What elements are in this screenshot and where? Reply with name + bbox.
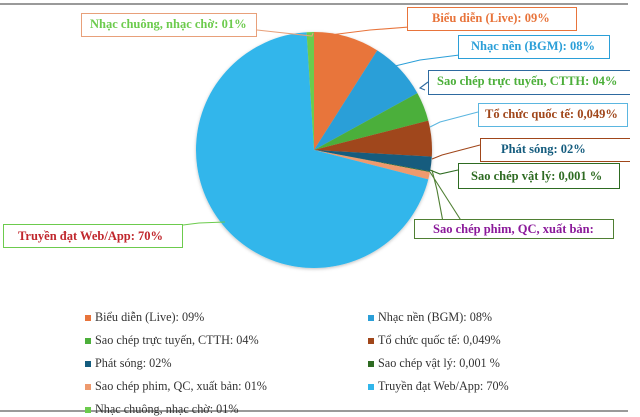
legend-item-intl: Tổ chức quốc tế: 0,049% (368, 333, 501, 348)
callout-web: Truyền đạt Web/App: 70% (3, 224, 183, 248)
legend-item-ringtone: Nhạc chuông, nhạc chờ: 01% (85, 402, 239, 417)
callout-physical: Sao chép vật lý: 0,001 % (458, 163, 620, 189)
pie-slice (314, 150, 430, 180)
pie-slice (314, 50, 418, 150)
legend-item-online: Sao chép trực tuyến, CTTH: 04% (85, 333, 259, 348)
pie-slice (314, 32, 378, 150)
callout-online: Sao chép trực tuyến, CTTH: 04% (428, 70, 630, 95)
legend-swatch (85, 383, 91, 390)
callout-ringtone: Nhạc chuông, nhạc chờ: 01% (81, 13, 257, 37)
pie-slice (196, 32, 429, 268)
pie-chart (196, 32, 432, 268)
callout-broadcast: Phát sóng: 02% (480, 138, 630, 162)
legend-swatch (368, 383, 374, 390)
pie-slice (314, 93, 429, 150)
legend-item-bgm: Nhạc nền (BGM): 08% (368, 310, 492, 325)
legend-swatch (368, 314, 374, 321)
legend-item-web: Truyền đạt Web/App: 70% (368, 379, 509, 394)
pie-slice (306, 32, 314, 150)
top-rule (0, 3, 628, 5)
pie-slice (314, 150, 432, 172)
callout-live: Biểu diễn (Live): 09% (407, 7, 577, 31)
callout-film: Sao chép phim, QC, xuất bản: (414, 219, 614, 239)
legend-item-physical: Sao chép vật lý: 0,001 % (368, 356, 500, 371)
legend-swatch (368, 360, 374, 367)
callout-intl: Tổ chức quốc tế: 0,049% (478, 103, 628, 127)
legend-swatch (85, 337, 91, 344)
pie-slice (314, 120, 432, 157)
legend-swatch (85, 360, 91, 367)
legend-item-film: Sao chép phim, QC, xuất bản: 01% (85, 379, 267, 394)
callout-bgm: Nhạc nền (BGM): 08% (458, 35, 610, 59)
bottom-rule (0, 410, 628, 412)
legend-swatch (368, 337, 374, 344)
pie-slice (314, 150, 431, 173)
legend-item-live: Biểu diễn (Live): 09% (85, 310, 204, 325)
legend-swatch (85, 406, 91, 413)
legend-item-broadcast: Phát sóng: 02% (85, 356, 172, 371)
legend-swatch (85, 314, 91, 321)
